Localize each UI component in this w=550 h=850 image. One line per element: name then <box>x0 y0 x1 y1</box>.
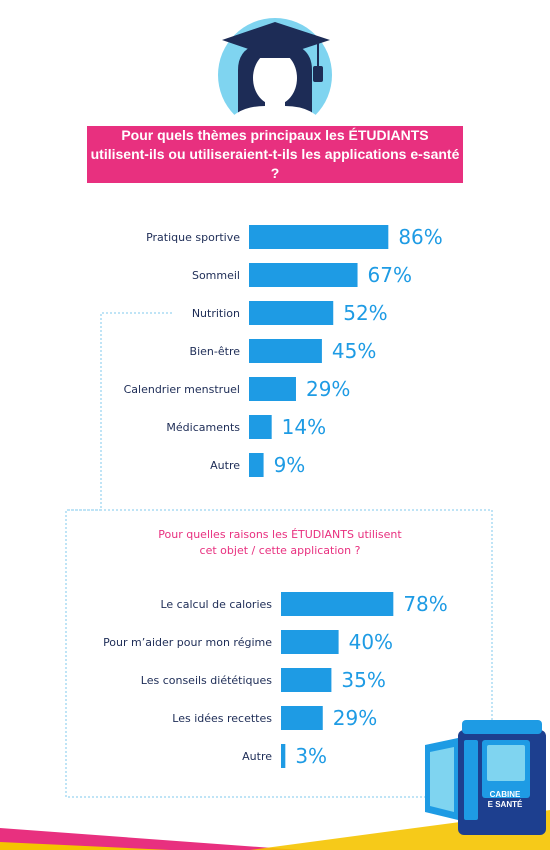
reasons-question: Pour quelles raisons les ÉTUDIANTS utili… <box>95 527 465 559</box>
question-line-2: utilisent-ils ou utiliseraient-t-ils les… <box>90 146 460 181</box>
category-label: Les conseils diététiques <box>141 674 272 687</box>
bar <box>281 744 286 768</box>
bar <box>249 377 296 401</box>
bar <box>249 453 264 477</box>
value-label: 67% <box>368 263 412 287</box>
kiosk-label-line-2: E SANTÉ <box>487 800 523 809</box>
question-line-1: Pour quels thèmes principaux les ÉTUDIAN… <box>121 127 429 143</box>
value-label: 45% <box>332 339 376 363</box>
value-label: 9% <box>274 453 306 477</box>
value-label: 29% <box>333 706 377 730</box>
bar <box>281 706 323 730</box>
bar <box>249 301 334 325</box>
value-label: 14% <box>282 415 326 439</box>
category-label: Nutrition <box>192 307 240 320</box>
value-label: 52% <box>343 301 387 325</box>
bar <box>281 630 339 654</box>
category-label: Pour m’aider pour mon régime <box>103 636 272 649</box>
reasons-question-line-1: Pour quelles raisons les ÉTUDIANTS utili… <box>158 528 402 541</box>
value-label: 86% <box>398 225 442 249</box>
category-label: Le calcul de calories <box>160 598 272 611</box>
kiosk-label-line-1: CABINE <box>489 790 521 799</box>
category-label: Autre <box>210 459 240 472</box>
themes-bar-chart: Pratique sportive 86% Sommeil 67% Nutrition 5… <box>124 225 443 477</box>
bar <box>249 339 322 363</box>
category-label: Médicaments <box>166 421 240 434</box>
reasons-question-line-2: cet objet / cette application ? <box>199 544 361 557</box>
bar <box>281 592 394 616</box>
value-label: 35% <box>341 668 385 692</box>
value-label: 3% <box>295 744 327 768</box>
value-label: 40% <box>349 630 393 654</box>
bar <box>249 225 389 249</box>
kiosk-icon <box>425 720 546 835</box>
category-label: Bien-être <box>190 345 241 358</box>
reasons-bar-chart: Le calcul de calories 78% Pour m’aider pou… <box>103 592 448 768</box>
bar <box>249 263 358 287</box>
bar <box>281 668 332 692</box>
category-label: Sommeil <box>192 269 240 282</box>
category-label: Pratique sportive <box>146 231 240 244</box>
bar <box>249 415 272 439</box>
category-label: Autre <box>242 750 272 763</box>
category-label: Les idées recettes <box>172 712 272 725</box>
value-label: 78% <box>403 592 447 616</box>
category-label: Calendrier menstruel <box>124 383 240 396</box>
question-banner: Pour quels thèmes principaux les ÉTUDIAN… <box>87 126 463 183</box>
value-label: 29% <box>306 377 350 401</box>
graduate-avatar-icon <box>218 18 332 130</box>
